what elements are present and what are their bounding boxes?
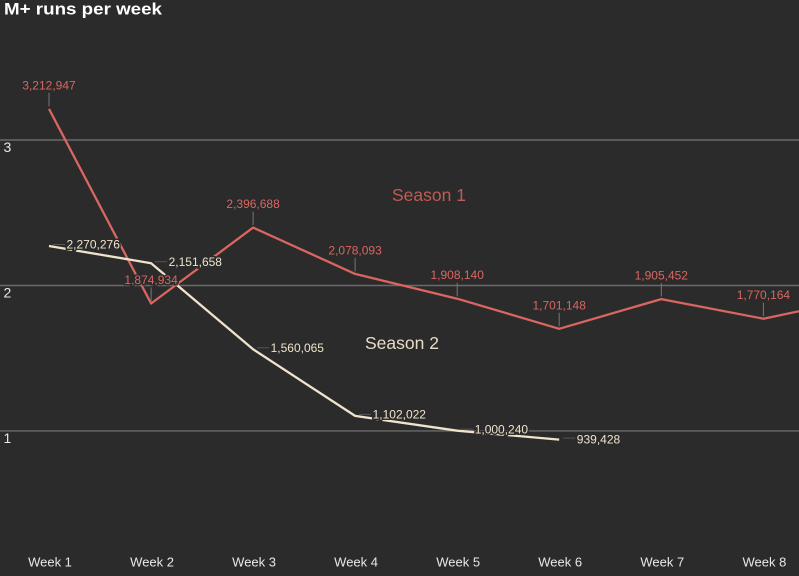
svg-text:Season 1: Season 1 — [392, 185, 466, 205]
svg-text:2: 2 — [4, 285, 12, 301]
svg-text:Week 2: Week 2 — [130, 555, 174, 570]
svg-text:M+ runs per week: M+ runs per week — [4, 0, 163, 18]
svg-text:2,151,658: 2,151,658 — [169, 255, 223, 269]
svg-text:1: 1 — [4, 430, 12, 446]
svg-text:Week 8: Week 8 — [742, 555, 786, 570]
svg-text:1,908,140: 1,908,140 — [431, 268, 485, 282]
svg-text:Season 2: Season 2 — [365, 333, 439, 353]
svg-text:Week 6: Week 6 — [538, 555, 582, 570]
svg-text:1,701,148: 1,701,148 — [533, 298, 587, 312]
svg-text:3: 3 — [4, 139, 12, 155]
svg-text:1,000,240: 1,000,240 — [475, 423, 529, 437]
svg-text:Week 3: Week 3 — [232, 555, 276, 570]
svg-text:1,874,934: 1,874,934 — [124, 273, 178, 287]
svg-text:Week 7: Week 7 — [640, 555, 684, 570]
svg-text:1,560,065: 1,560,065 — [271, 341, 325, 355]
svg-text:939,428: 939,428 — [577, 432, 621, 446]
svg-text:1,102,022: 1,102,022 — [373, 408, 427, 422]
svg-text:Week 5: Week 5 — [436, 555, 480, 570]
svg-text:3,212,947: 3,212,947 — [22, 78, 76, 92]
svg-text:1,905,452: 1,905,452 — [635, 269, 689, 283]
svg-text:2,078,093: 2,078,093 — [328, 243, 382, 257]
svg-text:Week 4: Week 4 — [334, 555, 378, 570]
svg-text:Week 1: Week 1 — [28, 555, 72, 570]
svg-text:1,770,164: 1,770,164 — [737, 288, 791, 302]
svg-text:2,396,688: 2,396,688 — [226, 197, 280, 211]
svg-text:2,270,276: 2,270,276 — [67, 238, 121, 252]
